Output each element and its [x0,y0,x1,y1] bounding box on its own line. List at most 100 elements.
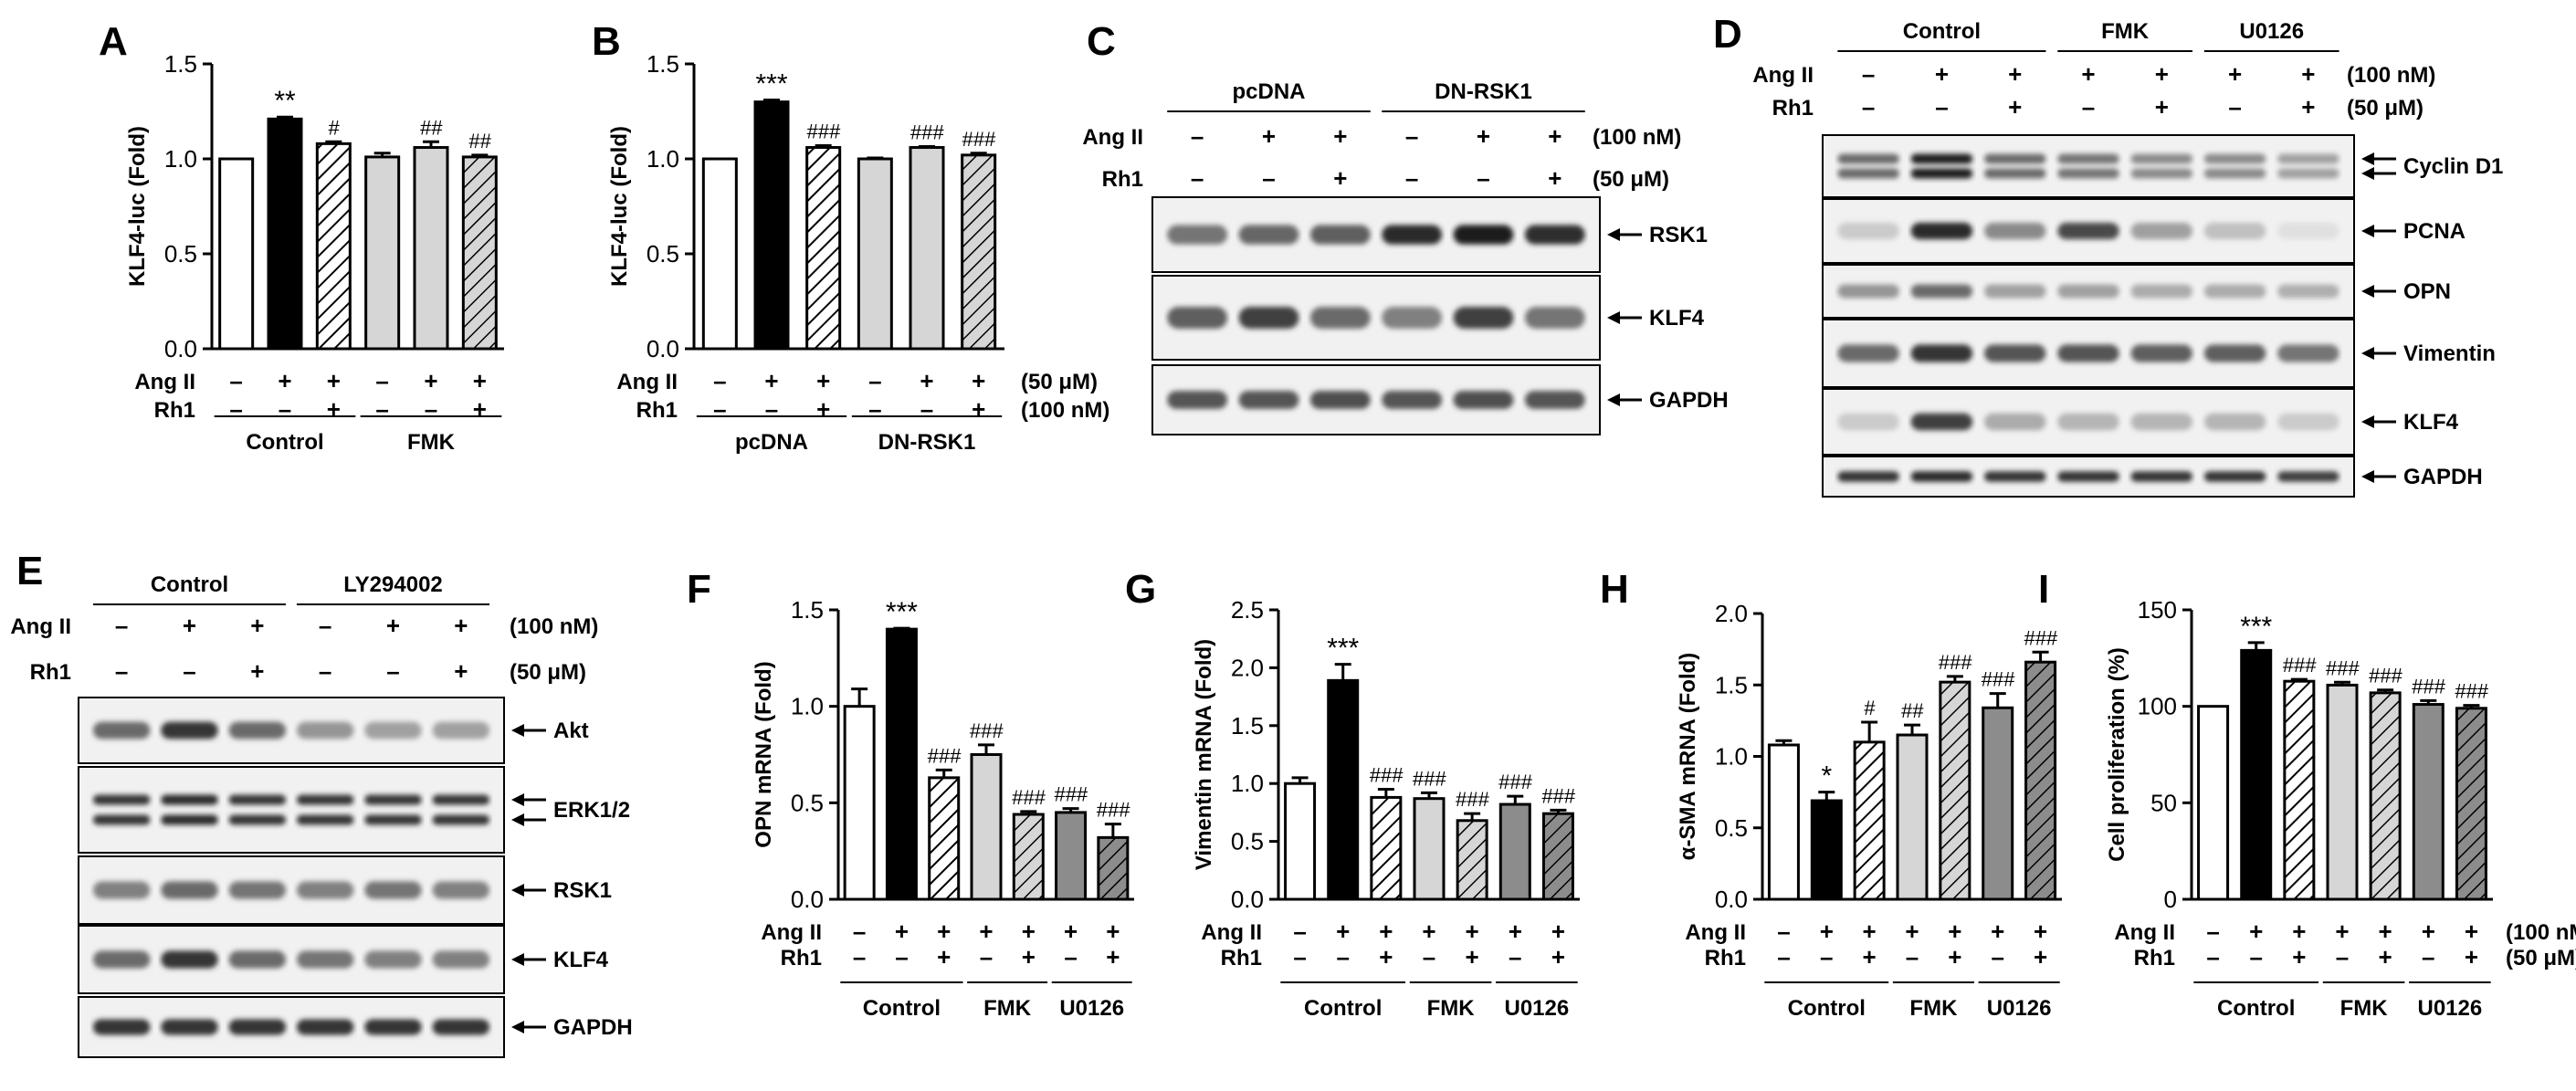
blot-band-c-2 [1309,307,1371,329]
chart-f: 0.0 0.5 1.0 1.5 OPN mRNA (Fold) *** ### ### ### #… [752,596,1134,1021]
y-tick-label-a: 1.5 [164,50,197,78]
blot-c: pcDNA DN-RSK1 Ang II – + + – + + (100 nM) Rh1 – – + – –… [1082,79,1729,435]
y-tick-label-h: 0.0 [1715,886,1748,913]
blot-band-e-5 [432,1019,490,1035]
blot-band-e-2 [296,814,354,825]
blot-band-d-3 [1837,284,1899,299]
treatment-sign-g: + [1379,918,1393,945]
treatment-sign-b: + [764,367,778,394]
blot-treatment-sign-d: + [2155,60,2169,88]
treatment-name-b-1: Ang II [616,370,678,394]
significance-label-g-7: ### [1541,784,1575,807]
y-tick-label-f: 0.0 [791,886,824,913]
y-tick-label-h: 0.5 [1715,814,1748,842]
blot-band-d-2 [1910,222,1973,240]
treatment-sign-g: – [1336,943,1349,970]
significance-label-b-2: *** [755,69,787,100]
y-tick-label-f: 1.5 [791,596,824,624]
significance-label-f-6: ### [1054,783,1088,806]
significance-label-g-3: ### [1369,764,1403,787]
blot-treatment-sign-d: – [1935,93,1948,121]
blot-band-d-5 [2203,413,2266,431]
panel-letter-d: D [1713,12,1742,57]
treatment-sign-g: + [1509,918,1522,945]
bar-h-5 [1939,680,1971,901]
blot-band-label-d-1: Cyclin D1 [2403,154,2503,179]
treatment-sign-g: – [1423,943,1435,970]
treatment-sign-a: + [473,395,487,423]
blot-treatment-sign-e: – [115,612,128,639]
group-label-g-3: U0126 [1504,996,1569,1021]
treatment-sign-b: – [713,395,726,423]
treatment-sign-a: – [229,395,242,423]
blot-band-d-6 [2057,471,2119,482]
blot-band-e-2 [364,814,422,825]
y-tick-label-g: 2.0 [1231,654,1264,681]
treatment-unit-b-2: (100 nM) [1021,398,1109,423]
blot-band-e-5 [296,1019,354,1035]
blot-treatment-sign-c: – [1191,122,1204,150]
blot-band-label-e-3: RSK1 [553,878,612,903]
bar-g-2 [1327,678,1360,901]
treatment-sign-b: + [920,367,933,394]
group-label-g-2: FMK [1427,996,1476,1021]
treatment-sign-f: + [937,918,951,945]
blot-arrowhead-e [511,953,524,966]
y-tick-label-i: 100 [2138,693,2177,720]
blot-band-e-5 [228,1019,287,1035]
blot-treatment-sign-e: + [454,612,468,639]
significance-label-f-4: ### [970,719,1004,742]
treatment-name-f-1: Ang II [761,920,822,945]
blot-band-d-1 [1910,153,1973,164]
significance-label-g-6: ### [1498,771,1532,793]
treatment-sign-h: + [2034,918,2047,945]
treatment-sign-g: + [1466,943,1479,970]
blot-band-d-1 [2057,168,2119,179]
y-tick-label-a: 1.0 [164,145,197,173]
blot-band-e-2 [364,794,422,805]
y-tick-label-b: 1.5 [647,50,679,78]
significance-label-b-6: ### [962,128,995,151]
treatment-sign-b: – [920,395,933,423]
group-label-h-2: FMK [1909,996,1958,1021]
bar-a-2 [267,117,303,351]
blot-band-c-3 [1453,391,1514,409]
panel-letter-f: F [687,567,711,612]
treatment-sign-i: + [2422,918,2435,945]
blot-arrowhead-d [2361,347,2374,360]
treatment-sign-g: – [1509,943,1521,970]
blot-treatment-sign-d: + [2301,60,2315,88]
bar-h-2 [1810,799,1843,901]
panel-letter-e: E [16,549,43,593]
blot-band-c-3 [1309,391,1371,409]
blot-arrowhead-e [511,724,524,737]
blot-band-e-5 [161,1019,218,1035]
treatment-name-i-2: Rh1 [2134,946,2175,970]
blot-group-label-e-2: LY294002 [343,572,443,597]
treatment-sign-f: + [1064,918,1078,945]
y-tick-label-b: 0.5 [647,240,679,268]
group-label-h-3: U0126 [1987,996,2052,1021]
treatment-sign-i: – [2422,943,2434,970]
bar-a-1 [218,157,255,351]
blot-treatment-sign-c: + [1548,122,1561,150]
blot-arrowhead-e [511,793,524,806]
significance-label-b-5: ### [910,121,944,143]
blot-treatment-name-d-2: Rh1 [1772,96,1814,121]
blot-band-e-3 [161,881,218,899]
blot-band-d-4 [2277,344,2339,362]
treatment-sign-g: + [1379,943,1393,970]
blot-band-d-5 [1910,413,1973,431]
significance-label-i-4: ### [2326,656,2360,679]
blot-band-d-5 [1983,413,2046,431]
blot-treatment-unit-e-1: (100 nM) [510,614,598,639]
bar-h-6 [1982,706,2014,901]
blot-band-e-4 [161,950,218,969]
blot-band-label-d-4: Vimentin [2403,341,2496,366]
treatment-sign-b: + [972,395,985,423]
blot-band-d-4 [1837,344,1899,362]
blot-treatment-sign-c: – [1262,164,1275,192]
group-label-i-1: Control [2217,996,2295,1021]
blot-treatment-sign-d: – [1862,93,1875,121]
